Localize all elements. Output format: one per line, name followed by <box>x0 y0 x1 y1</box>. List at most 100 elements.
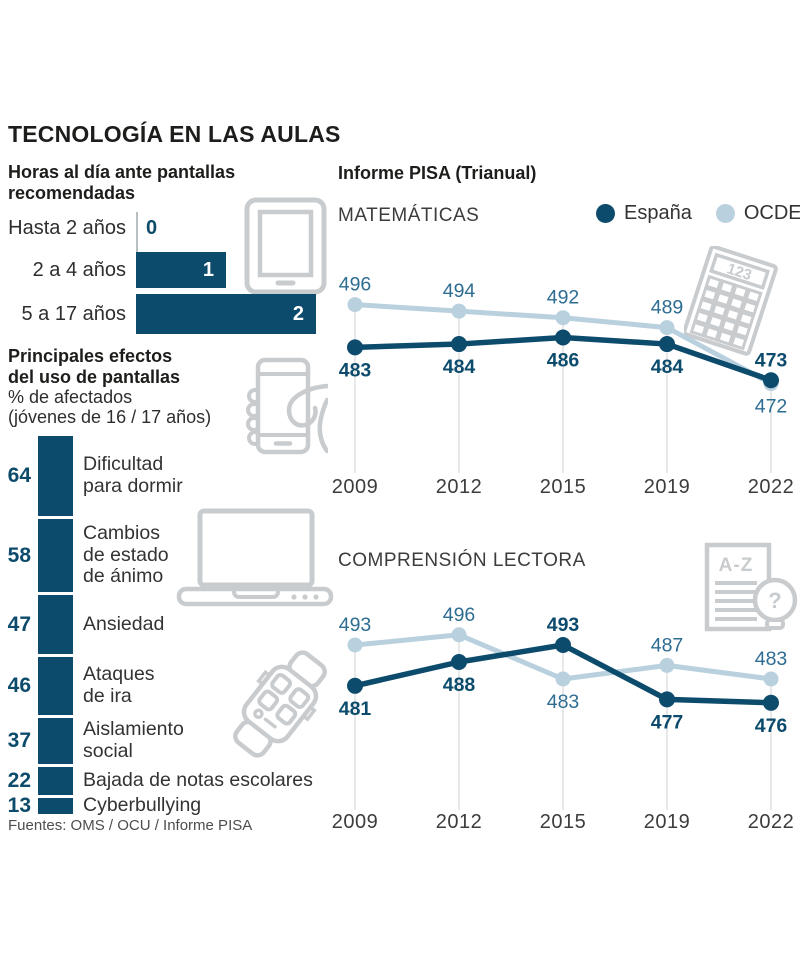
espana-data-point <box>451 336 467 353</box>
espana-legend-dot <box>596 204 615 223</box>
calculator-icon: 123 <box>684 246 796 358</box>
effects-subheading-2: (jóvenes de 16 / 17 años) <box>8 407 212 427</box>
effect-row: 37 Aislamiento social <box>0 718 332 764</box>
espana-data-point <box>659 336 675 353</box>
effect-bar <box>38 657 73 715</box>
ocde-value-label: 472 <box>755 396 788 418</box>
espana-data-point <box>763 372 779 389</box>
effect-value: 37 <box>7 729 31 752</box>
effect-label: Bajada de notas escolares <box>83 769 313 792</box>
ocde-data-point <box>451 627 467 643</box>
age-row-label: Hasta 2 años <box>8 216 126 239</box>
ocde-value-label: 496 <box>443 604 476 626</box>
bulb-question-text: ? <box>768 588 781 613</box>
effect-bar <box>38 595 73 654</box>
year-label: 2022 <box>748 811 795 833</box>
espana-value-label: 484 <box>651 356 684 378</box>
espana-data-point <box>347 339 363 356</box>
espana-value-label: 484 <box>443 356 476 378</box>
year-label: 2009 <box>332 811 379 833</box>
ocde-value-label: 487 <box>651 634 684 656</box>
espana-data-point <box>659 691 675 708</box>
effect-label: Ataques de ira <box>83 663 155 707</box>
ocde-legend-label: OCDE <box>743 202 800 224</box>
reading-line-chart: 481 493 2009 488 496 2012 493 483 2015 477 487 2019… <box>332 604 795 833</box>
espana-value-label: 473 <box>755 349 788 371</box>
math-line-chart: 483 496 2009 484 494 2012 486 492 2015 484 489 2019… <box>332 274 795 498</box>
effect-row: 58 Cambios de estado de ánimo <box>0 519 332 592</box>
phone-in-hand-icon <box>231 356 328 458</box>
effects-heading: Principales efectos del uso de pantallas <box>8 346 181 388</box>
espana-data-point <box>763 694 779 711</box>
effect-value: 22 <box>7 769 31 792</box>
page-title: TECNOLOGÍA EN LAS AULAS <box>8 121 341 147</box>
effect-row: 22 Bajada de notas escolares <box>0 767 332 795</box>
age-row: Hasta 2 años 0 <box>0 210 332 246</box>
year-label: 2022 <box>748 476 795 498</box>
effect-value: 46 <box>7 674 31 697</box>
effect-value: 47 <box>7 612 31 636</box>
ocde-value-label: 494 <box>443 280 476 302</box>
effect-row: 46 Ataques de ira <box>0 657 332 715</box>
reading-doc-icon: A-Z ? <box>702 540 798 636</box>
effect-row: 13 Cyberbullying <box>0 794 332 817</box>
ocde-value-label: 483 <box>755 648 788 670</box>
year-label: 2012 <box>436 476 483 498</box>
tablet-icon <box>243 196 328 296</box>
ocde-legend-dot <box>715 204 735 223</box>
age-row-label: 2 a 4 años <box>32 258 126 281</box>
espana-legend-label: España <box>624 202 692 224</box>
laptop-icon <box>176 505 334 608</box>
ocde-value-label: 489 <box>651 297 684 319</box>
age-row-label: 5 a 17 años <box>21 302 126 325</box>
screen-hours-heading: Horas al día ante pantallas recomendadas <box>8 162 236 204</box>
year-label: 2009 <box>332 476 379 498</box>
effect-label: Ansiedad <box>83 612 165 635</box>
age-row: 2 a 4 años 1 <box>0 252 332 288</box>
age-chart-axis <box>136 212 138 252</box>
effect-bar <box>38 519 73 592</box>
espana-data-point <box>451 654 467 670</box>
espana-value-label: 488 <box>443 674 476 696</box>
ocde-data-point <box>555 671 571 687</box>
espana-data-point <box>555 637 571 653</box>
ocde-value-label: 496 <box>339 274 372 296</box>
espana-value-label: 476 <box>755 715 788 737</box>
effect-bar <box>38 718 73 764</box>
effect-value: 13 <box>7 794 31 817</box>
ocde-value-label: 492 <box>547 287 580 309</box>
effects-subheading: % de afectados <box>8 387 133 407</box>
espana-value-label: 493 <box>547 614 580 636</box>
pisa-heading: Informe PISA (Trianual) <box>338 163 537 183</box>
effects-chart: 64 Dificultad para dormir 58 Cambios de est… <box>0 436 332 817</box>
effect-value: 64 <box>7 464 31 487</box>
age-row: 5 a 17 años 2 <box>0 294 332 334</box>
ocde-data-point <box>347 297 363 313</box>
espana-value-label: 481 <box>339 698 372 720</box>
age-bar: 2 <box>136 294 316 334</box>
chart-legend: España OCDE <box>596 202 800 225</box>
effect-row: 64 Dificultad para dormir <box>0 436 332 516</box>
ocde-value-label: 483 <box>547 691 580 713</box>
ocde-data-point <box>347 637 363 653</box>
year-label: 2012 <box>436 811 483 833</box>
espana-value-label: 483 <box>339 359 372 381</box>
espana-value-label: 477 <box>651 711 684 733</box>
effect-label: Cyberbullying <box>83 794 202 817</box>
year-label: 2019 <box>644 811 691 833</box>
ocde-data-point <box>555 310 571 326</box>
espana-data-point <box>347 677 363 694</box>
effect-label: Cambios de estado de ánimo <box>83 521 169 588</box>
sources-note: Fuentes: OMS / OCU / Informe PISA <box>8 817 253 834</box>
smartwatch-icon <box>227 641 333 767</box>
age-zero-value: 0 <box>146 216 158 239</box>
calculator-display-text: 123 <box>725 260 754 284</box>
effect-value: 58 <box>7 543 31 567</box>
ocde-data-point <box>659 657 675 673</box>
year-label: 2015 <box>540 476 587 498</box>
doc-az-text: A-Z <box>719 555 754 576</box>
effect-bar <box>38 767 73 795</box>
ocde-value-label: 493 <box>339 614 372 636</box>
age-bar: 1 <box>136 252 226 288</box>
